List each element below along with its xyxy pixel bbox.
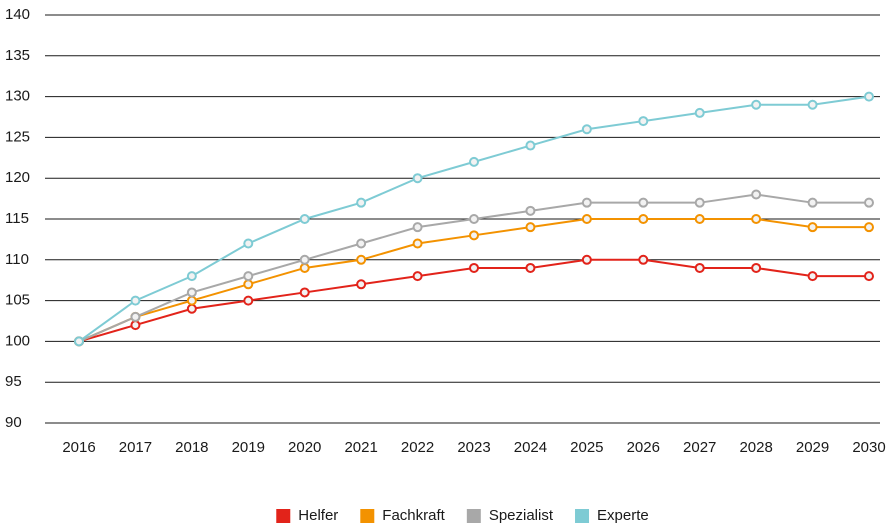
legend-swatch: [575, 509, 590, 523]
data-point: [694, 107, 705, 118]
data-point: [864, 271, 874, 282]
data-point: [243, 295, 254, 306]
x-tick-label: 2030: [852, 439, 885, 456]
data-point: [638, 254, 649, 265]
x-tick-label: 2027: [683, 439, 716, 456]
y-tick-label: 90: [5, 414, 22, 431]
x-tick-label: 2016: [62, 439, 95, 456]
x-tick-label: 2024: [514, 439, 547, 456]
x-tick-label: 2018: [175, 439, 208, 456]
data-point: [864, 222, 874, 233]
y-tick-label: 110: [5, 251, 29, 268]
x-tick-label: 2026: [627, 439, 660, 456]
data-point: [638, 197, 649, 208]
y-tick-label: 125: [5, 128, 30, 145]
data-point: [299, 254, 310, 265]
legend-swatch: [466, 509, 481, 523]
data-point: [525, 222, 536, 233]
data-point: [751, 262, 762, 273]
data-point: [807, 99, 818, 110]
legend-label: Fachkraft: [382, 507, 445, 524]
data-point: [638, 214, 649, 224]
data-point: [186, 303, 197, 314]
data-point: [807, 271, 818, 282]
x-tick-label: 2020: [288, 439, 321, 456]
data-point: [469, 156, 479, 167]
data-point: [469, 214, 479, 224]
data-point: [694, 197, 705, 208]
y-tick-label: 115: [5, 210, 29, 227]
data-point: [469, 230, 479, 241]
data-point: [412, 238, 423, 249]
data-point: [243, 238, 254, 249]
legend-swatch: [276, 509, 291, 523]
x-tick-label: 2019: [232, 439, 265, 456]
data-point: [525, 205, 536, 216]
data-point: [186, 295, 197, 306]
data-point: [581, 254, 592, 265]
x-tick-label: 2025: [570, 439, 603, 456]
data-point: [694, 214, 705, 224]
data-point: [807, 222, 818, 233]
x-tick-label: 2029: [796, 439, 829, 456]
x-tick-label: 2028: [739, 439, 772, 456]
y-tick-label: 130: [5, 88, 30, 105]
data-point: [525, 262, 536, 273]
data-point: [186, 287, 197, 298]
data-point: [469, 262, 479, 273]
legend-label: Helfer: [298, 507, 338, 524]
legend-swatch: [360, 509, 375, 523]
data-point: [581, 214, 592, 224]
data-point: [638, 116, 649, 127]
data-point: [299, 287, 310, 298]
data-point: [694, 262, 705, 273]
data-point: [864, 91, 874, 102]
data-point: [130, 320, 141, 331]
data-point: [525, 140, 536, 151]
legend-label: Experte: [597, 507, 649, 524]
data-point: [751, 189, 762, 200]
data-point: [356, 197, 367, 208]
y-tick-label: 95: [5, 373, 22, 390]
legend-label: Spezialist: [489, 507, 554, 524]
data-point: [74, 336, 84, 347]
data-point: [581, 197, 592, 208]
x-tick-label: 2023: [457, 439, 490, 456]
x-tick-label: 2022: [401, 439, 434, 456]
x-tick-label: 2021: [344, 439, 377, 456]
data-point: [243, 279, 254, 290]
data-point: [751, 214, 762, 224]
x-tick-label: 2017: [119, 439, 152, 456]
y-tick-label: 105: [5, 292, 30, 309]
data-point: [130, 311, 141, 322]
data-point: [299, 214, 310, 224]
data-point: [356, 279, 367, 290]
y-tick-label: 135: [5, 47, 30, 64]
data-point: [807, 197, 818, 208]
data-point: [243, 271, 254, 282]
data-point: [864, 197, 874, 208]
data-point: [130, 295, 141, 306]
y-tick-label: 100: [5, 332, 30, 349]
data-point: [356, 238, 367, 249]
data-point: [751, 99, 762, 110]
y-tick-label: 120: [5, 169, 30, 186]
y-tick-label: 140: [5, 6, 30, 23]
data-point: [186, 271, 197, 282]
data-point: [412, 222, 423, 233]
data-point: [581, 124, 592, 135]
data-point: [356, 254, 367, 265]
data-point: [299, 262, 310, 273]
data-point: [412, 271, 423, 282]
legend: Helfer Fachkraft Spezialist Experte: [276, 507, 649, 524]
data-point: [412, 173, 423, 184]
